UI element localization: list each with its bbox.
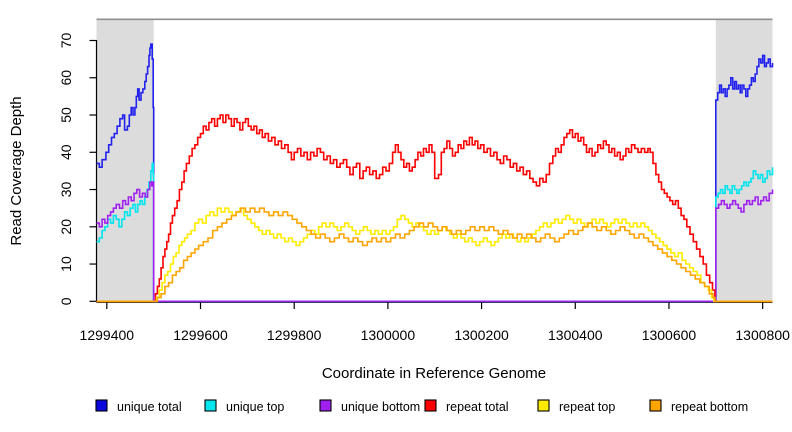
legend-item-repeat-total: repeat total — [424, 399, 509, 414]
legend-label: repeat top — [559, 400, 615, 414]
axes: 1299400 1299600 1299800 1300000 1300200 13004… — [58, 33, 790, 343]
legend-swatch — [95, 399, 108, 412]
x-tick-label: 1300000 — [361, 327, 416, 343]
legend-item-unique-bottom: unique bottom — [319, 399, 420, 414]
series-lines — [96, 43, 774, 303]
legend-item-unique-top: unique top — [204, 399, 284, 414]
legend-label: unique total — [117, 400, 182, 414]
x-tick-label: 1300600 — [642, 327, 697, 343]
series-repeat-top — [96, 207, 773, 303]
x-tick-label: 1299400 — [80, 327, 135, 343]
y-tick-label: 50 — [58, 107, 74, 123]
legend-swatch — [649, 399, 662, 412]
y-tick-label: 60 — [58, 70, 74, 86]
x-tick-label: 1299800 — [267, 327, 322, 343]
series-repeat-total — [96, 114, 773, 303]
series-unique-bottom — [96, 181, 774, 303]
legend-swatch — [537, 399, 550, 412]
x-tick-label: 1300400 — [548, 327, 603, 343]
x-axis-title: Coordinate in Reference Genome — [322, 365, 546, 382]
y-tick-label: 20 — [58, 219, 74, 235]
series-repeat-bottom — [96, 207, 773, 303]
y-tick-label: 70 — [58, 33, 74, 49]
legend: unique total unique top unique bottom repea… — [95, 399, 748, 414]
legend-label: unique top — [226, 400, 284, 414]
series-unique-total — [96, 43, 774, 303]
legend-item-repeat-bottom: repeat bottom — [649, 399, 748, 414]
legend-item-repeat-top: repeat top — [537, 399, 615, 414]
y-tick-label: 10 — [58, 256, 74, 272]
legend-item-unique-total: unique total — [95, 399, 182, 414]
legend-swatch — [319, 399, 332, 412]
legend-swatch — [424, 399, 437, 412]
y-tick-label: 30 — [58, 182, 74, 198]
legend-label: repeat total — [446, 400, 509, 414]
legend-swatch — [204, 399, 217, 412]
y-axis-title: Read Coverage Depth — [8, 96, 25, 245]
y-tick-label: 0 — [58, 297, 74, 305]
shaded-regions — [96, 18, 773, 303]
x-tick-label: 1299600 — [173, 327, 228, 343]
legend-label: repeat bottom — [671, 400, 748, 414]
legend-label: unique bottom — [341, 400, 420, 414]
x-tick-label: 1300800 — [735, 327, 790, 343]
x-tick-label: 1300200 — [454, 327, 509, 343]
y-tick-label: 40 — [58, 144, 74, 160]
shaded-region-unique-flank-right — [715, 18, 773, 303]
